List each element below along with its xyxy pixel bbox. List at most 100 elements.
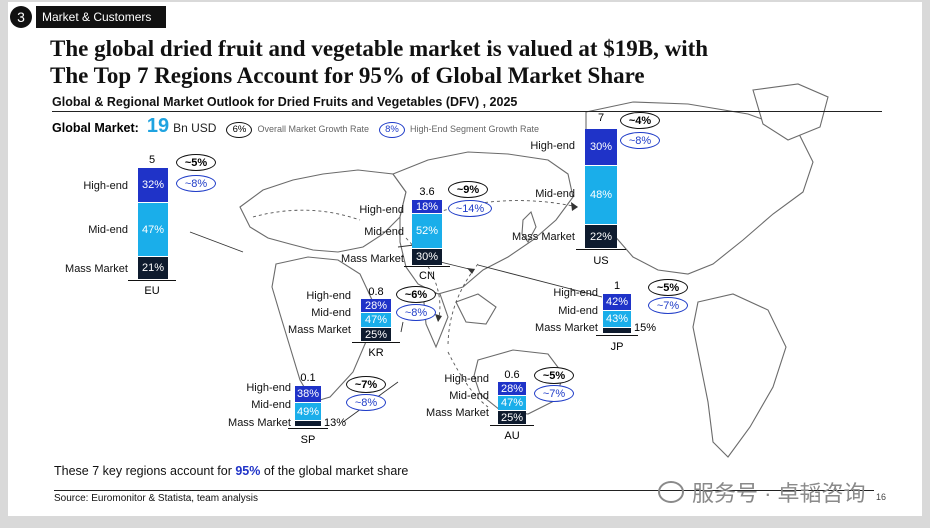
region-name: US [593,255,609,267]
page-number: 16 [876,492,887,502]
page-title: The global dried fruit and vegetable mar… [50,35,910,89]
overall-rate-label: Overall Market Growth Rate [257,124,369,134]
segment-mid: 52% [412,214,442,249]
label-mid: Mid-end [558,305,598,317]
label-high: High-end [359,204,404,216]
label-mass: Mass Market [65,263,128,275]
section-tag: Market & Customers [36,6,166,28]
map-seasia [455,293,497,325]
region-baseline [288,428,328,429]
label-mass: Mass Market [512,231,575,243]
global-market-unit: Bn USD [173,121,217,135]
highend-growth-badge: ~7% [648,297,688,314]
footer-note: These 7 key regions account for 95% of t… [54,464,408,478]
segment-high: 32% [138,168,168,203]
label-mid: Mid-end [311,307,351,319]
map-europe [239,169,407,253]
label-high: High-end [83,180,128,192]
segment-high: 42% [603,294,631,311]
overall-growth-badge: ~4% [620,112,660,129]
region-name: CN [419,270,435,282]
highend-growth-badge: ~8% [396,304,436,321]
segment-high: 18% [412,200,442,214]
segment-mass-value: 15% [634,322,657,334]
segment-mid: 43% [603,311,631,328]
title-line-1: The global dried fruit and vegetable mar… [50,36,709,61]
global-market-label: Global Market: [52,121,139,135]
title-line-2: The Top 7 Regions Account for 95% of Glo… [50,63,645,88]
chart-subtitle: Global & Regional Market Outlook for Dri… [52,95,882,112]
segment-high: 38% [295,386,321,403]
region-name: JP [610,341,624,353]
highend-growth-badge: ~8% [176,175,216,192]
label-mid: Mid-end [449,390,489,402]
label-mid: Mid-end [251,399,291,411]
segment-mass [603,328,631,334]
slide: 3 Market & Customers The global dried fr… [8,2,922,516]
highend-rate-badge: 8% [378,121,405,138]
label-mass: Mass Market [341,253,404,265]
region-total: 5 [148,154,156,166]
global-market-value: 19 [146,115,170,137]
overall-growth-badge: ~5% [648,279,688,296]
label-mass: Mass Market [228,417,291,429]
label-mid: Mid-end [364,226,404,238]
region-baseline [128,280,176,281]
region-total: 0.8 [368,286,384,298]
overall-growth-badge: ~6% [396,286,436,303]
region-total: 3.6 [419,186,435,198]
segment-mid: 47% [498,396,526,411]
label-high: High-end [444,373,489,385]
watermark-text: 服务号 · 卓韬咨询 [692,481,866,506]
map-japan [521,210,537,244]
region-baseline [352,342,400,343]
source-note: Source: Euromonitor & Statista, team ana… [54,490,874,504]
segment-mass: 22% [585,225,617,249]
region-name: KR [368,347,384,359]
segment-high: 30% [585,129,617,166]
highend-growth-badge: ~8% [620,132,660,149]
segment-mass-value: 13% [324,417,347,429]
overall-growth-badge: ~7% [346,376,386,393]
region-name: SP [300,434,316,446]
region-name: AU [504,430,520,442]
label-high: High-end [530,140,575,152]
label-high: High-end [306,290,351,302]
label-mid: Mid-end [88,224,128,236]
highend-growth-badge: ~7% [534,385,574,402]
global-market-summary: Global Market: 19 Bn USD 6% Overall Mark… [52,115,540,138]
segment-mass [295,421,321,427]
region-baseline [576,249,626,250]
footer-note-after: of the global market share [260,464,409,478]
highend-growth-badge: ~8% [346,394,386,411]
map-greenland [752,83,829,141]
label-mid: Mid-end [535,188,575,200]
overall-growth-badge: ~5% [534,367,574,384]
segment-mass: 25% [361,328,391,342]
region-baseline [596,335,638,336]
label-high: High-end [246,382,291,394]
segment-mass: 30% [412,249,442,266]
overall-growth-badge: ~9% [448,181,488,198]
region-total: 0.1 [300,372,316,384]
highend-growth-badge: ~14% [448,200,492,217]
highend-rate-label: High-End Segment Growth Rate [409,124,540,134]
region-total: 7 [597,112,605,124]
segment-high: 28% [498,382,526,396]
overall-growth-badge: ~5% [176,154,216,171]
overall-rate-badge: 6% [226,121,253,138]
region-total: 0.6 [504,369,520,381]
wechat-icon [658,481,684,503]
region-baseline [404,266,450,267]
label-mass: Mass Market [535,322,598,334]
label-mass: Mass Market [426,407,489,419]
segment-high: 28% [361,299,391,313]
map-africa [271,256,374,403]
segment-mass: 21% [138,257,168,280]
region-baseline [490,425,534,426]
footer-note-before: These 7 key regions account for [54,464,236,478]
map-south-america [692,293,787,458]
segment-mass: 25% [498,411,526,425]
segment-mid: 49% [295,403,321,421]
label-mass: Mass Market [288,324,351,336]
